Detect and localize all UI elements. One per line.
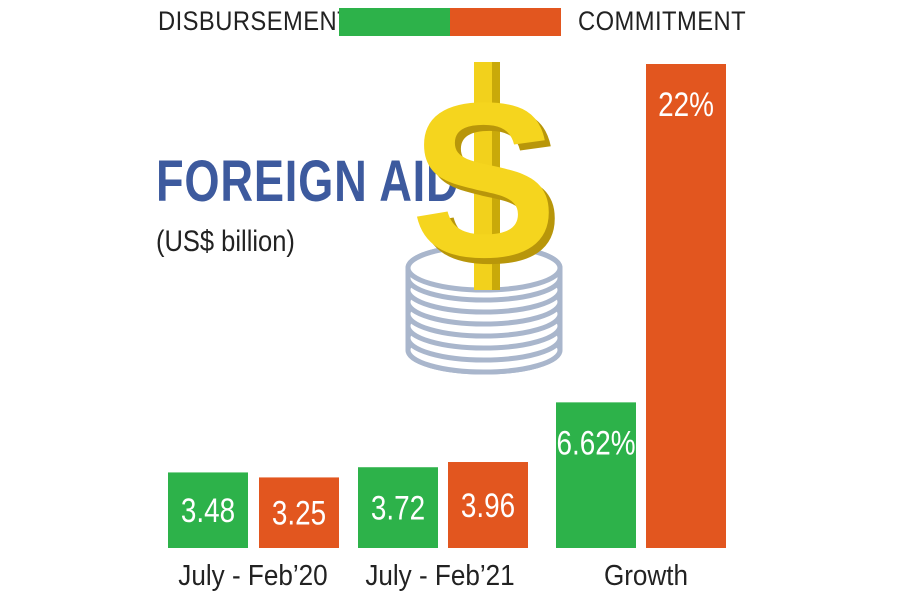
data-label-disbursement-2: 6.62% [556, 424, 635, 462]
legend-swatch-disbursement [339, 8, 450, 36]
legend-commitment-label: COMMITMENT [578, 6, 747, 36]
data-label-disbursement-1: 3.72 [371, 489, 425, 527]
svg-text:S: S [417, 63, 564, 309]
bar-commitment-0 [259, 477, 339, 548]
bar-commitment-2 [646, 64, 726, 548]
data-label-commitment-0: 3.25 [272, 494, 326, 532]
legend-disbursement-label: DISBURSEMENT [158, 6, 353, 36]
bar-commitment-1 [448, 462, 528, 548]
data-label-commitment-1: 3.96 [461, 486, 515, 524]
svg-text:S: S [411, 57, 558, 303]
category-label-0: July - Feb’20 [178, 559, 327, 592]
dollar-sign-icon: S S [411, 57, 564, 309]
bar-disbursement-2 [556, 402, 636, 548]
bar-disbursement-1 [358, 467, 438, 548]
legend-swatch-commitment [450, 8, 561, 36]
chart-subtitle: (US$ billion) [156, 225, 295, 258]
category-label-2: Growth [604, 559, 688, 592]
category-label-1: July - Feb’21 [365, 559, 514, 592]
chart-title: FOREIGN AID [156, 149, 460, 214]
data-label-commitment-2: 22% [658, 85, 714, 123]
data-label-disbursement-0: 3.48 [181, 492, 235, 530]
bar-disbursement-0 [168, 472, 248, 548]
